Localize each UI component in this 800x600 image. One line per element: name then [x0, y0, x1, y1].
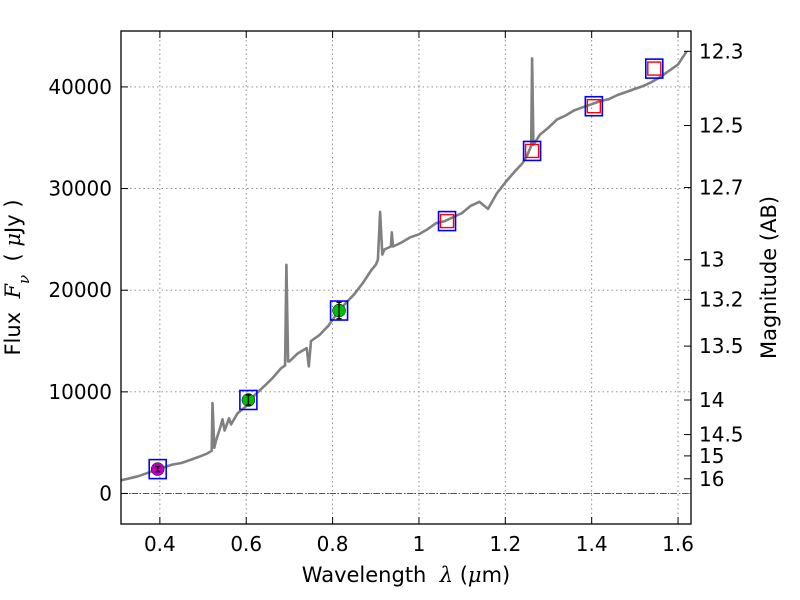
- magnitude-tick-label: 14: [699, 388, 724, 412]
- magnitude-tick-label: 15: [699, 444, 724, 468]
- x-axis-label: Wavelength λ (μm): [302, 563, 510, 587]
- x-tick-label: 0.6: [230, 532, 262, 556]
- y-tick-label: 40000: [48, 75, 112, 99]
- x-axis-label-symbol: λ: [439, 563, 453, 587]
- x-tick-label: 1.6: [662, 532, 694, 556]
- model-box: [586, 99, 602, 114]
- spectrum-series: [120, 50, 688, 482]
- y2-axis-label: Magnitude (AB): [757, 196, 781, 359]
- grid-lines: [121, 31, 691, 524]
- magnitude-tick-label: 12.5: [699, 114, 744, 138]
- model-box: [647, 61, 662, 76]
- x-tick-label: 1.4: [576, 532, 608, 556]
- model-markers: [439, 61, 662, 229]
- y-tick-label: 30000: [48, 177, 112, 201]
- magnitude-tick-label: 13: [699, 248, 724, 272]
- filter-box: [148, 458, 168, 480]
- y-axis-label-prefix: Flux: [1, 299, 25, 356]
- x-tick-label: 0.8: [317, 532, 349, 556]
- model-box: [524, 143, 540, 159]
- filter-box: [437, 210, 457, 232]
- x-axis-label-unit-symbol: μ: [468, 563, 482, 587]
- y-axis-label-sub: ν: [15, 275, 33, 284]
- y-tick-labels: 0 10000 20000 30000 40000: [48, 75, 112, 506]
- y-axis-label-suffix: (: [1, 247, 25, 275]
- magnitude-tick-label: 12.3: [699, 39, 744, 63]
- filter-box: [644, 58, 664, 79]
- filter-box: [522, 140, 542, 162]
- magnitude-tick-label: 13.2: [699, 287, 744, 311]
- filter-box: [584, 95, 604, 117]
- x-axis-label-prefix: Wavelength: [302, 563, 440, 587]
- y-axis-label-unit-tail: Jy ): [1, 199, 25, 235]
- y-tick-label: 10000: [48, 380, 112, 404]
- x-tick-label: 0.4: [144, 532, 176, 556]
- model-box: [439, 213, 455, 229]
- x-axis-label-suffix: (: [453, 563, 468, 587]
- y-axis-label: Flux Fν ( μJy ): [1, 199, 33, 355]
- x-tick-label: 1.2: [489, 532, 521, 556]
- y-tick-label: 20000: [48, 278, 112, 302]
- axis-ticks: [121, 31, 691, 524]
- y-tick-label: 0: [99, 482, 112, 506]
- filter-box: [329, 300, 349, 321]
- x-tick-label: 1: [413, 532, 426, 556]
- y-axis-label-symbol: F: [1, 283, 25, 300]
- observed-points: [150, 301, 346, 476]
- magnitude-tick-label: 12.7: [699, 176, 744, 200]
- plot-frame: [120, 30, 692, 525]
- filter-box: [239, 389, 258, 411]
- y-axis-label-unit-symbol: μ: [1, 233, 25, 247]
- spectrum-line: [120, 50, 688, 482]
- filter-markers: [148, 58, 664, 480]
- magnitude-tick-label: 13.5: [699, 334, 744, 358]
- x-tick-labels: 0.4 0.6 0.8 1 1.2 1.4 1.6: [144, 532, 694, 556]
- x-axis-label-unit-tail: m): [482, 563, 511, 587]
- magnitude-tick-label: 14.5: [699, 423, 744, 447]
- magnitude-tick-label: 16: [699, 467, 724, 491]
